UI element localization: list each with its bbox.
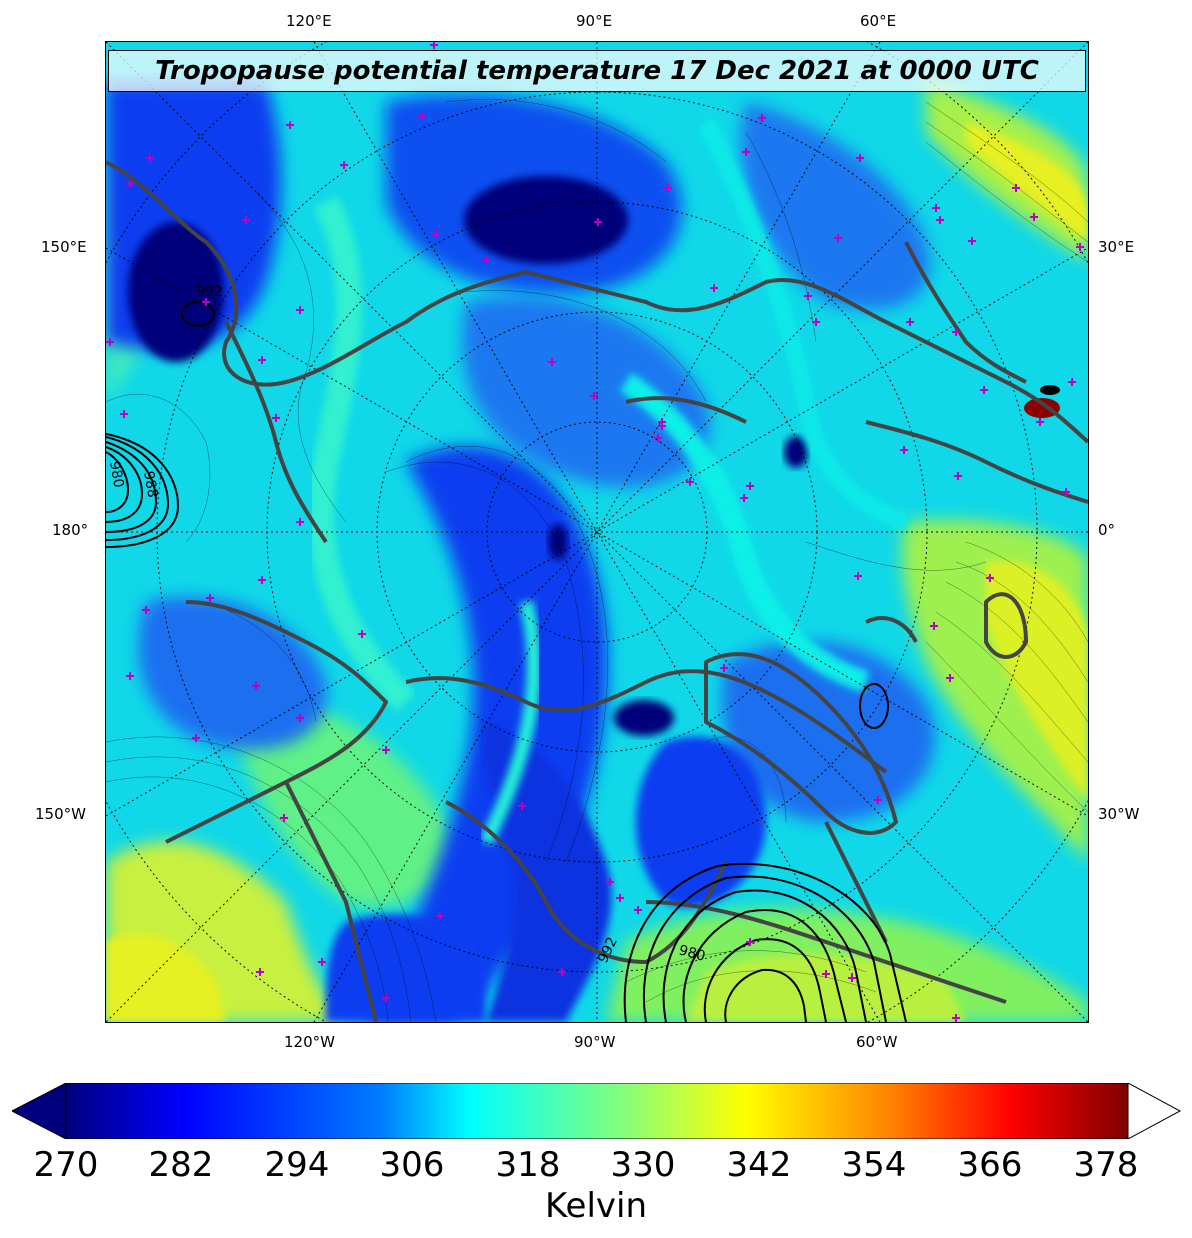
left-tick-180: 180° (52, 521, 88, 539)
colorbar-tick-270: 270 (34, 1145, 99, 1185)
colorbar-tick-282: 282 (149, 1145, 214, 1185)
right-tick-0: 0° (1098, 521, 1115, 539)
bottom-tick-120w: 120°W (284, 1033, 335, 1051)
colorbar-unit-label: Kelvin (545, 1186, 647, 1226)
top-tick-120e: 120°E (286, 12, 332, 30)
bottom-tick-90w: 90°W (574, 1033, 615, 1051)
left-tick-150w: 150°W (35, 805, 86, 823)
colorbar-tick-330: 330 (611, 1145, 676, 1185)
top-tick-60e: 60°E (860, 12, 896, 30)
hot-spot-east-ring (1040, 385, 1060, 395)
colorbar-tick-378: 378 (1074, 1145, 1139, 1185)
right-tick-30w: 30°W (1098, 805, 1139, 823)
cold-core-center (548, 524, 568, 560)
cold-core-north (464, 176, 628, 264)
bottom-tick-60w: 60°W (856, 1033, 897, 1051)
map-panel: 992 980 988 992 980 (105, 41, 1089, 1023)
pressure-label-nw: 992 (196, 284, 223, 300)
colorbar (12, 1083, 1182, 1139)
top-tick-90e: 90°E (576, 12, 612, 30)
map-title: Tropopause potential temperature 17 Dec … (155, 56, 1039, 86)
cold-core-south (614, 700, 674, 736)
colorbar-tick-306: 306 (380, 1145, 445, 1185)
colorbar-min-extend (12, 1083, 66, 1139)
colorbar-tick-354: 354 (842, 1145, 907, 1185)
colorbar-tick-318: 318 (496, 1145, 561, 1185)
colorbar-tick-366: 366 (958, 1145, 1023, 1185)
map-title-box: Tropopause potential temperature 17 Dec … (108, 50, 1086, 92)
colorbar-tick-294: 294 (265, 1145, 330, 1185)
colorbar-tick-342: 342 (727, 1145, 792, 1185)
colorbar-max-extend (1128, 1083, 1180, 1139)
right-tick-30e: 30°E (1098, 238, 1134, 256)
cold-core-small-east (784, 436, 808, 468)
left-tick-150e: 150°E (41, 238, 87, 256)
tropopause-map: 992 980 988 992 980 (106, 42, 1088, 1022)
colorbar-body (66, 1083, 1128, 1139)
